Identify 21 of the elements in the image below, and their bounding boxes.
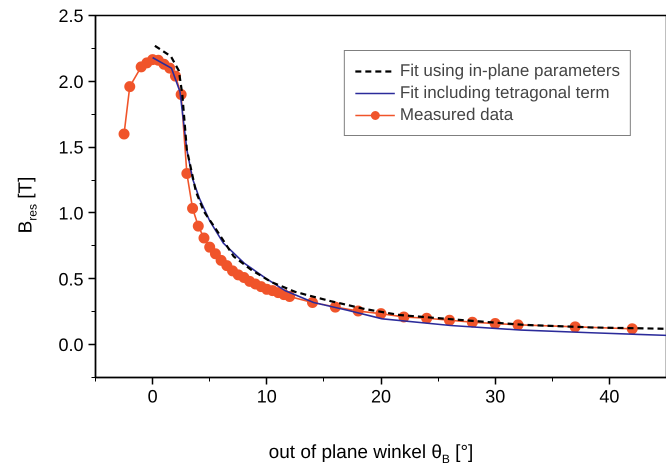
- y-tick-label: 0.0: [58, 335, 84, 356]
- point: [181, 168, 192, 179]
- legend-label: Fit including tetragonal term: [400, 83, 610, 103]
- y-tick-label: 1.5: [58, 138, 84, 158]
- x-tick-label: 0: [148, 386, 158, 406]
- x-tick-label: 40: [599, 386, 620, 406]
- x-tick-label: 10: [256, 386, 277, 406]
- y-tick-label: 2.5: [58, 6, 84, 26]
- point: [124, 81, 136, 92]
- legend-label: Measured data: [400, 105, 514, 125]
- x-tick-label: 30: [485, 386, 506, 406]
- y-tick-label: 1.0: [58, 203, 84, 224]
- point: [187, 202, 198, 214]
- point: [192, 220, 204, 232]
- point: [118, 128, 130, 140]
- x-tick-label: 20: [370, 386, 392, 406]
- point: [198, 232, 210, 244]
- y-tick-label: 2.0: [58, 72, 84, 92]
- x-axis-title: out of plane winkel θ$_{B}$ [°]: [268, 441, 474, 468]
- y-tick-label: 0.5: [58, 269, 84, 290]
- legend-label: Fit using in-plane parameters: [400, 61, 620, 81]
